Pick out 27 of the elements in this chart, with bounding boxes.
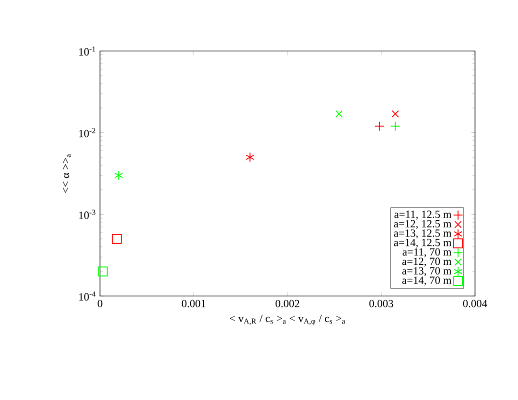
text: < v$_{A,R}$ / c$_{s}$ >$_{a}$ < v$_{A,φ}$ / c$_{s}$ >$_{a}$	[230, 314, 346, 326]
point	[114, 170, 124, 180]
point	[390, 121, 400, 132]
y-tick-label: 10$^{-2}$	[79, 128, 96, 138]
x-tick-label: 0.002	[276, 300, 300, 308]
point	[335, 110, 343, 118]
point	[246, 152, 254, 162]
x-tick-label: 0.003	[369, 300, 394, 308]
legend-label: a=13, 70 m	[402, 267, 452, 276]
legend-label: a=12, 70 m	[402, 258, 452, 267]
legend-label: a=11, 70 m	[402, 248, 452, 258]
legend-label: a=14, 70 m	[402, 276, 452, 286]
point	[98, 266, 108, 276]
point	[112, 234, 122, 244]
x-tick-label: 0	[98, 300, 102, 308]
x-tick-label: 0.004	[463, 300, 488, 308]
y-tick-label: 10$^{-1}$	[79, 46, 96, 56]
y-axis-title: << α >>$_{a}$	[62, 154, 71, 193]
y-tick-label: 10$^{-4}$	[79, 291, 96, 301]
legend-label: a=13, 12.5 m	[394, 229, 452, 238]
legend-label: a=11, 12.5 m	[394, 210, 452, 220]
x-tick-label: 0.001	[182, 300, 206, 308]
y-tick-label: 10$^{-3}$	[79, 210, 96, 219]
point	[374, 121, 384, 132]
legend-label: a=12, 12.5 m	[394, 220, 452, 229]
point	[392, 110, 399, 118]
legend-label: a=14, 12.5 m	[394, 238, 452, 248]
